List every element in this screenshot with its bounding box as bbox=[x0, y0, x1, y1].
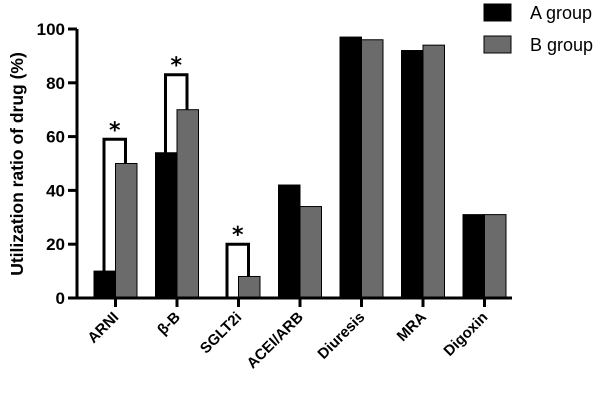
legend-swatch-1 bbox=[483, 35, 512, 54]
significance-markers: * * * bbox=[102, 54, 250, 298]
significance-bracket-2 bbox=[225, 242, 250, 298]
bar-b-1 bbox=[176, 109, 199, 299]
significance-star-1: * bbox=[170, 54, 182, 79]
significance-star-2: * bbox=[232, 223, 244, 248]
y-tick-label-3: 60 bbox=[46, 128, 65, 147]
bar-a-4 bbox=[339, 36, 362, 299]
bar-b-3 bbox=[299, 206, 322, 299]
y-tick-label-2: 40 bbox=[46, 181, 65, 200]
y-tick-label-1: 20 bbox=[46, 235, 65, 254]
significance-bracket-0 bbox=[102, 137, 127, 272]
bar-b-6 bbox=[484, 214, 507, 299]
bar-a-1 bbox=[155, 152, 178, 299]
x-tick-label-2: SGLT2i bbox=[197, 309, 245, 357]
legend: A group B group bbox=[483, 3, 593, 55]
x-tick-label-5: MRA bbox=[394, 309, 430, 345]
significance-star-0: * bbox=[109, 118, 121, 143]
y-tick-label-5: 100 bbox=[37, 20, 65, 39]
bar-a-0 bbox=[93, 270, 116, 299]
bars bbox=[93, 36, 507, 299]
significance-bracket-1 bbox=[164, 73, 189, 153]
y-axis: 0 20 40 60 80 100 bbox=[37, 20, 79, 308]
bar-b-4 bbox=[361, 39, 384, 299]
bar-a-3 bbox=[278, 184, 301, 299]
legend-label-0: A group bbox=[530, 3, 592, 23]
x-tick-label-0: ARNI bbox=[84, 309, 122, 347]
bar-b-2 bbox=[238, 275, 261, 299]
bar-a-5 bbox=[401, 50, 424, 299]
bar-b-5 bbox=[422, 44, 445, 299]
x-tick-label-6: Digoxin bbox=[440, 309, 491, 360]
x-tick-label-4: Diuresis bbox=[314, 309, 368, 363]
bar-b-0 bbox=[115, 163, 138, 299]
y-tick-label-0: 0 bbox=[56, 289, 65, 308]
x-tick-label-1: β-B bbox=[154, 309, 184, 339]
y-axis-title: Utilization ratio of drug (%) bbox=[7, 52, 27, 276]
x-tick-label-3: ACEI/ARB bbox=[244, 309, 307, 372]
legend-swatch-0 bbox=[483, 3, 512, 22]
legend-label-1: B group bbox=[530, 35, 593, 55]
bar-a-6 bbox=[462, 214, 485, 299]
y-tick-label-4: 80 bbox=[46, 74, 65, 93]
